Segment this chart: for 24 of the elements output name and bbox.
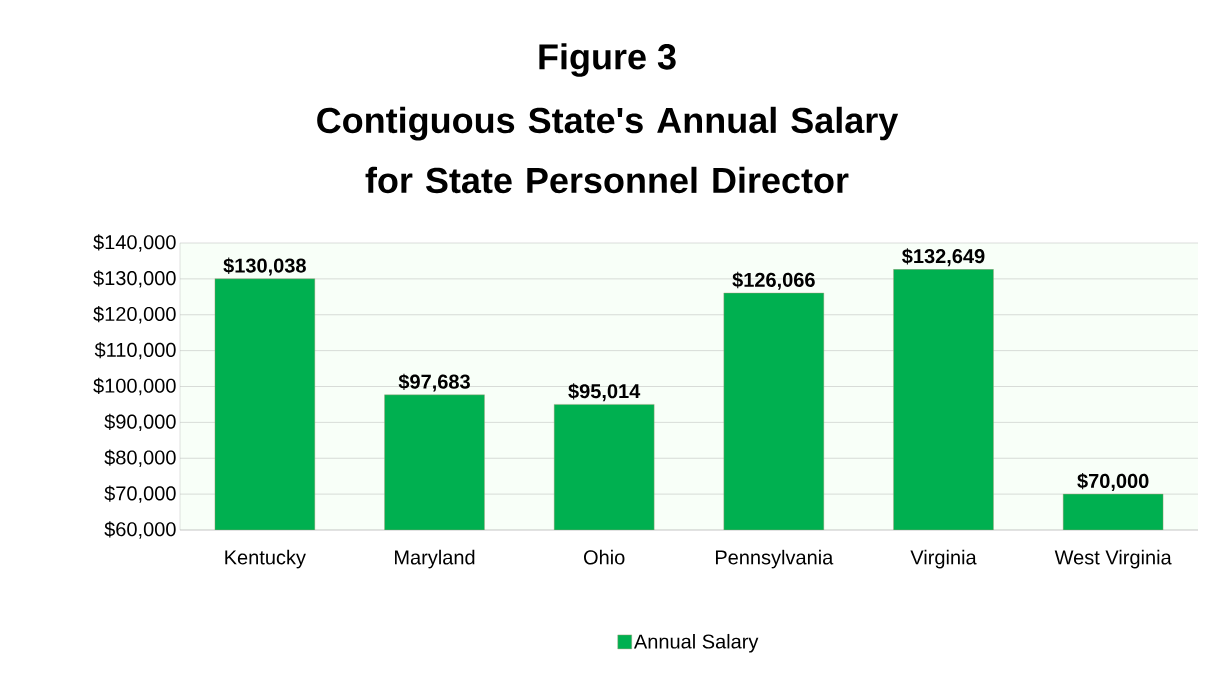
x-tick-label: Virginia — [910, 549, 977, 569]
data-label: $97,683 — [398, 373, 470, 392]
x-tick-label: Kentucky — [225, 549, 306, 569]
data-label: $95,014 — [568, 383, 641, 402]
y-tick-label: $100,000 — [93, 377, 176, 396]
data-label: $70,000 — [1077, 472, 1149, 491]
y-tick-label: $140,000 — [93, 234, 176, 252]
x-tick-label: Pennsylvania — [715, 549, 834, 569]
y-tick-label: $110,000 — [94, 341, 176, 360]
y-tick-label: $120,000 — [93, 306, 176, 324]
x-tick-label: Ohio — [583, 549, 625, 565]
data-label: $132,649 — [902, 248, 985, 267]
legend-label: Annual Salary — [633, 633, 759, 653]
x-tick-label: Maryland — [395, 549, 475, 569]
y-tick-label: $130,000 — [93, 270, 176, 288]
y-tick-label: $80,000 — [104, 449, 176, 467]
x-tick-label: West Virginia — [1054, 549, 1172, 569]
y-tick-label: $60,000 — [104, 521, 176, 539]
data-label: $130,038 — [223, 257, 306, 276]
chart-title: Figure 3 — [539, 43, 676, 77]
chart-subtitle: Contiguous State's Annual Salary for State Personnel Director — [317, 106, 899, 194]
data-label: $126,066 — [732, 271, 815, 290]
y-tick-label: $90,000 — [104, 413, 176, 432]
y-tick-label: $70,000 — [104, 485, 176, 503]
